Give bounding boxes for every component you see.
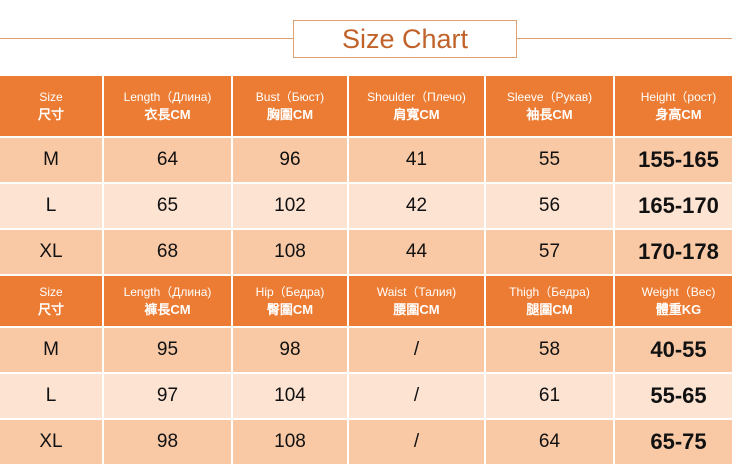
header-cn: 衣長CM [144, 107, 191, 122]
tops-row-xl: XL 68 108 44 57 170-178 [0, 230, 732, 274]
table-cell: 96 [233, 138, 347, 182]
header-cell: Size 尺寸 [0, 276, 102, 326]
table-cell: M [0, 138, 102, 182]
header-cell: Hip（Бедра) 臀圍CM [233, 276, 347, 326]
header-en: Shoulder（Плечо) [367, 90, 466, 104]
header-cn: 褲長CM [144, 302, 191, 317]
header-en: Sleeve（Рукав) [506, 90, 593, 104]
title-line-left [0, 38, 293, 39]
header-en: Size [39, 90, 63, 104]
header-en: Bust（Бюст) [255, 90, 325, 104]
header-cn: 體重KG [655, 302, 702, 317]
table-cell: 58 [486, 328, 613, 372]
header-cell: Thigh（Бедра) 腿圍CM [486, 276, 613, 326]
table-cell: 98 [104, 420, 231, 464]
header-en: Weight（Вес) [641, 285, 716, 299]
table-cell: 104 [233, 374, 347, 418]
table-cell: M [0, 328, 102, 372]
table-cell: 165-170 [615, 184, 732, 228]
tops-header-row: Size 尺寸 Length（Длина) 衣長CM Bust（Бюст) 胸圍CM Sho… [0, 76, 732, 136]
table-cell: 108 [233, 420, 347, 464]
table-cell: 65 [104, 184, 231, 228]
table-cell: 40-55 [615, 328, 732, 372]
table-cell: / [349, 374, 484, 418]
header-cn: 尺寸 [37, 302, 64, 317]
header-cn: 胸圍CM [266, 107, 314, 122]
header-cell: Size 尺寸 [0, 76, 102, 136]
bottoms-header-row: Size 尺寸 Length（Длина) 褲長CM Hip（Бедра) 臀圍CM Wai… [0, 276, 732, 326]
size-chart-title: Size Chart [293, 20, 517, 58]
header-cn: 臀圍CM [266, 302, 314, 317]
table-cell: XL [0, 420, 102, 464]
table-cell: 61 [486, 374, 613, 418]
header-cn: 袖長CM [526, 107, 573, 122]
header-cn: 腿圍CM [526, 302, 573, 317]
table-cell: L [0, 374, 102, 418]
title-line-right [516, 38, 732, 39]
header-cell: Weight（Вес) 體重KG [615, 276, 732, 326]
table-cell: 97 [104, 374, 231, 418]
header-cn: 身高CM [655, 107, 702, 122]
table-cell: 170-178 [615, 230, 732, 274]
table-cell: 55 [486, 138, 613, 182]
bottoms-row-l: L 97 104/61 55-65 [0, 374, 732, 418]
table-cell: 41 [349, 138, 484, 182]
header-cell: Length（Длина) 褲長CM [104, 276, 231, 326]
header-en: Length（Длина) [123, 285, 212, 299]
header-en: Hip（Бедра) [255, 285, 325, 299]
header-cn: 尺寸 [37, 107, 64, 122]
header-cn: 肩寬CM [393, 107, 440, 122]
table-cell: 108 [233, 230, 347, 274]
table-cell: 155-165 [615, 138, 732, 182]
header-cell: Sleeve（Рукав) 袖長CM [486, 76, 613, 136]
tops-row-l: L 65 102 42 56 165-170 [0, 184, 732, 228]
header-cell: Shoulder（Плечо) 肩寬CM [349, 76, 484, 136]
table-cell: / [349, 420, 484, 464]
table-cell: 102 [233, 184, 347, 228]
table-cell: 68 [104, 230, 231, 274]
bottoms-row-xl: XL 98 108/64 65-75 [0, 420, 732, 464]
header-cell: Bust（Бюст) 胸圍CM [233, 76, 347, 136]
table-cell: / [349, 328, 484, 372]
header-cell: Length（Длина) 衣長CM [104, 76, 231, 136]
table-cell: 42 [349, 184, 484, 228]
table-cell: 64 [486, 420, 613, 464]
table-cell: 56 [486, 184, 613, 228]
header-en: Size [39, 285, 63, 299]
table-cell: 98 [233, 328, 347, 372]
header-en: Thigh（Бедра) [509, 285, 590, 299]
header-cn: 腰圍CM [393, 302, 440, 317]
table-cell: 64 [104, 138, 231, 182]
table-cell: 57 [486, 230, 613, 274]
header-cell: Height（рост) 身高CM [615, 76, 732, 136]
table-cell: 55-65 [615, 374, 732, 418]
header-cell: Waist（Талия) 腰圍CM [349, 276, 484, 326]
bottoms-row-m: M 95 98/58 40-55 [0, 328, 732, 372]
table-cell: L [0, 184, 102, 228]
tops-row-m: M 64 96 41 55 155-165 [0, 138, 732, 182]
table-cell: 95 [104, 328, 231, 372]
table-cell: 65-75 [615, 420, 732, 464]
header-en: Height（рост) [640, 90, 717, 104]
table-cell: XL [0, 230, 102, 274]
header-en: Waist（Талия) [376, 285, 457, 299]
header-en: Length（Длина) [123, 90, 212, 104]
table-cell: 44 [349, 230, 484, 274]
size-chart-table: Size 尺寸 Length（Длина) 衣長CM Bust（Бюст) 胸圍CM Sho… [0, 74, 732, 466]
